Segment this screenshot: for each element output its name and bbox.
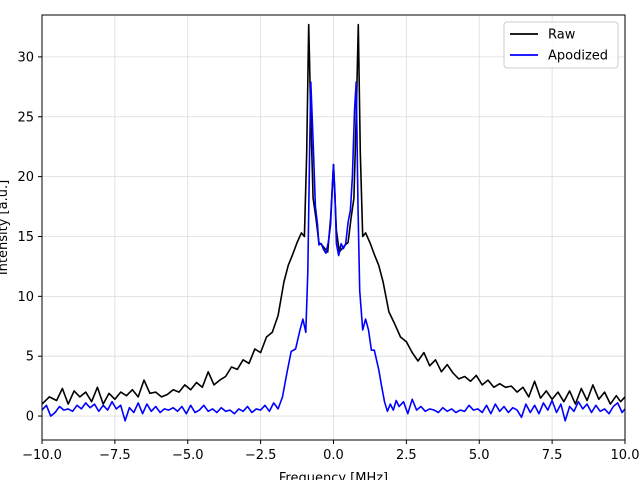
x-tick-label: 10.0: [611, 448, 640, 463]
x-axis-label: Frequency [MHz]: [279, 471, 388, 480]
y-tick-label: 10: [17, 290, 34, 305]
y-tick-label: 15: [17, 230, 34, 245]
y-tick-label: 20: [17, 170, 34, 185]
x-tick-label: 0.0: [323, 448, 344, 463]
series-line-apodized: [42, 81, 625, 422]
legend-label-apodized: Apodized: [548, 49, 608, 64]
y-axis-label: Intensity [a.u.]: [0, 180, 11, 275]
legend-label-raw: Raw: [548, 28, 576, 43]
x-tick-label: 7.5: [542, 448, 563, 463]
x-tick-label: −2.5: [245, 448, 277, 463]
x-tick-label: −5.0: [172, 448, 204, 463]
series-layer: [42, 23, 625, 422]
y-tick-label: 30: [17, 50, 34, 65]
ticks: −10.0 −7.5 −5.0 −2.5 0.0 2.5 5.0 7.5 10.0 0 5 10 15 2…: [17, 50, 639, 463]
legend: Raw Apodized: [503, 21, 619, 69]
x-tick-label: 5.0: [469, 448, 490, 463]
x-tick-label: −7.5: [99, 448, 131, 463]
y-tick-label: 5: [26, 350, 34, 365]
x-tick-label: 2.5: [396, 448, 417, 463]
y-tick-label: 0: [26, 410, 34, 425]
y-tick-label: 25: [17, 110, 34, 125]
x-tick-label: −10.0: [22, 448, 62, 463]
